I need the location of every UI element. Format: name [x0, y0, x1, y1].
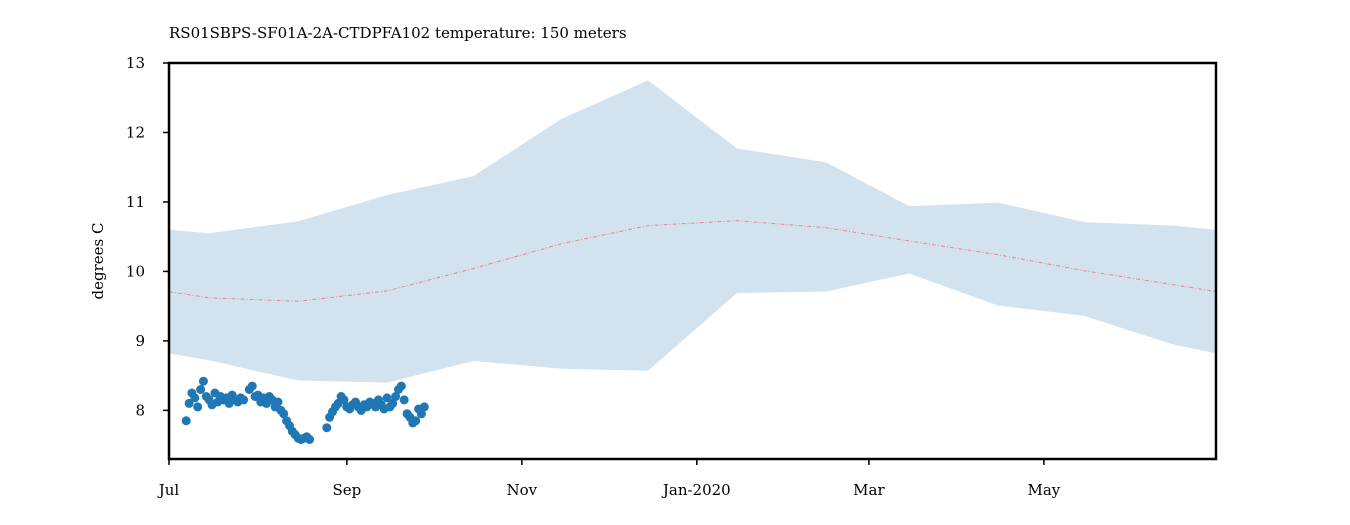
- observation-point: [416, 409, 426, 419]
- x-tick-label: Sep: [332, 481, 361, 499]
- observation-point: [247, 381, 257, 391]
- plot-area: [167, 61, 1218, 461]
- observation-point: [391, 392, 401, 401]
- observation-point: [419, 402, 429, 412]
- chart-title: RS01SBPS-SF01A-2A-CTDPFA102 temperature:…: [169, 24, 627, 42]
- y-axis-title: degrees C: [89, 223, 107, 300]
- plot-frame: [167, 61, 1218, 461]
- observation-point: [382, 393, 392, 403]
- observation-point: [305, 435, 315, 444]
- x-tick-label: Jul: [157, 481, 180, 499]
- observation-point: [396, 381, 406, 391]
- observation-point: [322, 423, 332, 433]
- y-axis: 8 9 10 11 12 13: [126, 54, 169, 419]
- observation-point: [184, 398, 194, 408]
- mean-line-layer: [169, 220, 1216, 302]
- observation-point: [196, 385, 206, 394]
- range-band: [169, 80, 1216, 383]
- x-axis: Jul Sep Nov Jan-2020 Mar May: [157, 459, 1061, 499]
- observation-point: [198, 376, 208, 386]
- y-tick-label: 10: [126, 262, 145, 280]
- x-tick-label: Jan-2020: [661, 481, 731, 499]
- observation-point: [279, 409, 289, 419]
- observation-point: [388, 398, 398, 408]
- observation-point: [399, 395, 409, 405]
- observation-point: [339, 395, 349, 405]
- observation-point: [273, 397, 283, 407]
- x-tick-label: Mar: [853, 481, 885, 499]
- observation-point: [190, 393, 200, 403]
- observation-point: [239, 395, 249, 405]
- y-tick-label: 9: [135, 332, 145, 350]
- y-tick-label: 13: [126, 54, 145, 72]
- y-tick-label: 11: [126, 193, 145, 211]
- y-tick-label: 8: [135, 401, 145, 419]
- observation-point: [411, 416, 421, 426]
- x-tick-label: May: [1027, 481, 1060, 499]
- observation-point: [181, 416, 191, 426]
- x-tick-label: Nov: [507, 481, 538, 499]
- range-band-layer: [169, 80, 1216, 383]
- observation-point: [193, 402, 203, 412]
- mean-line: [169, 220, 1216, 302]
- observation-points-layer: [181, 376, 429, 444]
- y-tick-label: 12: [126, 123, 145, 141]
